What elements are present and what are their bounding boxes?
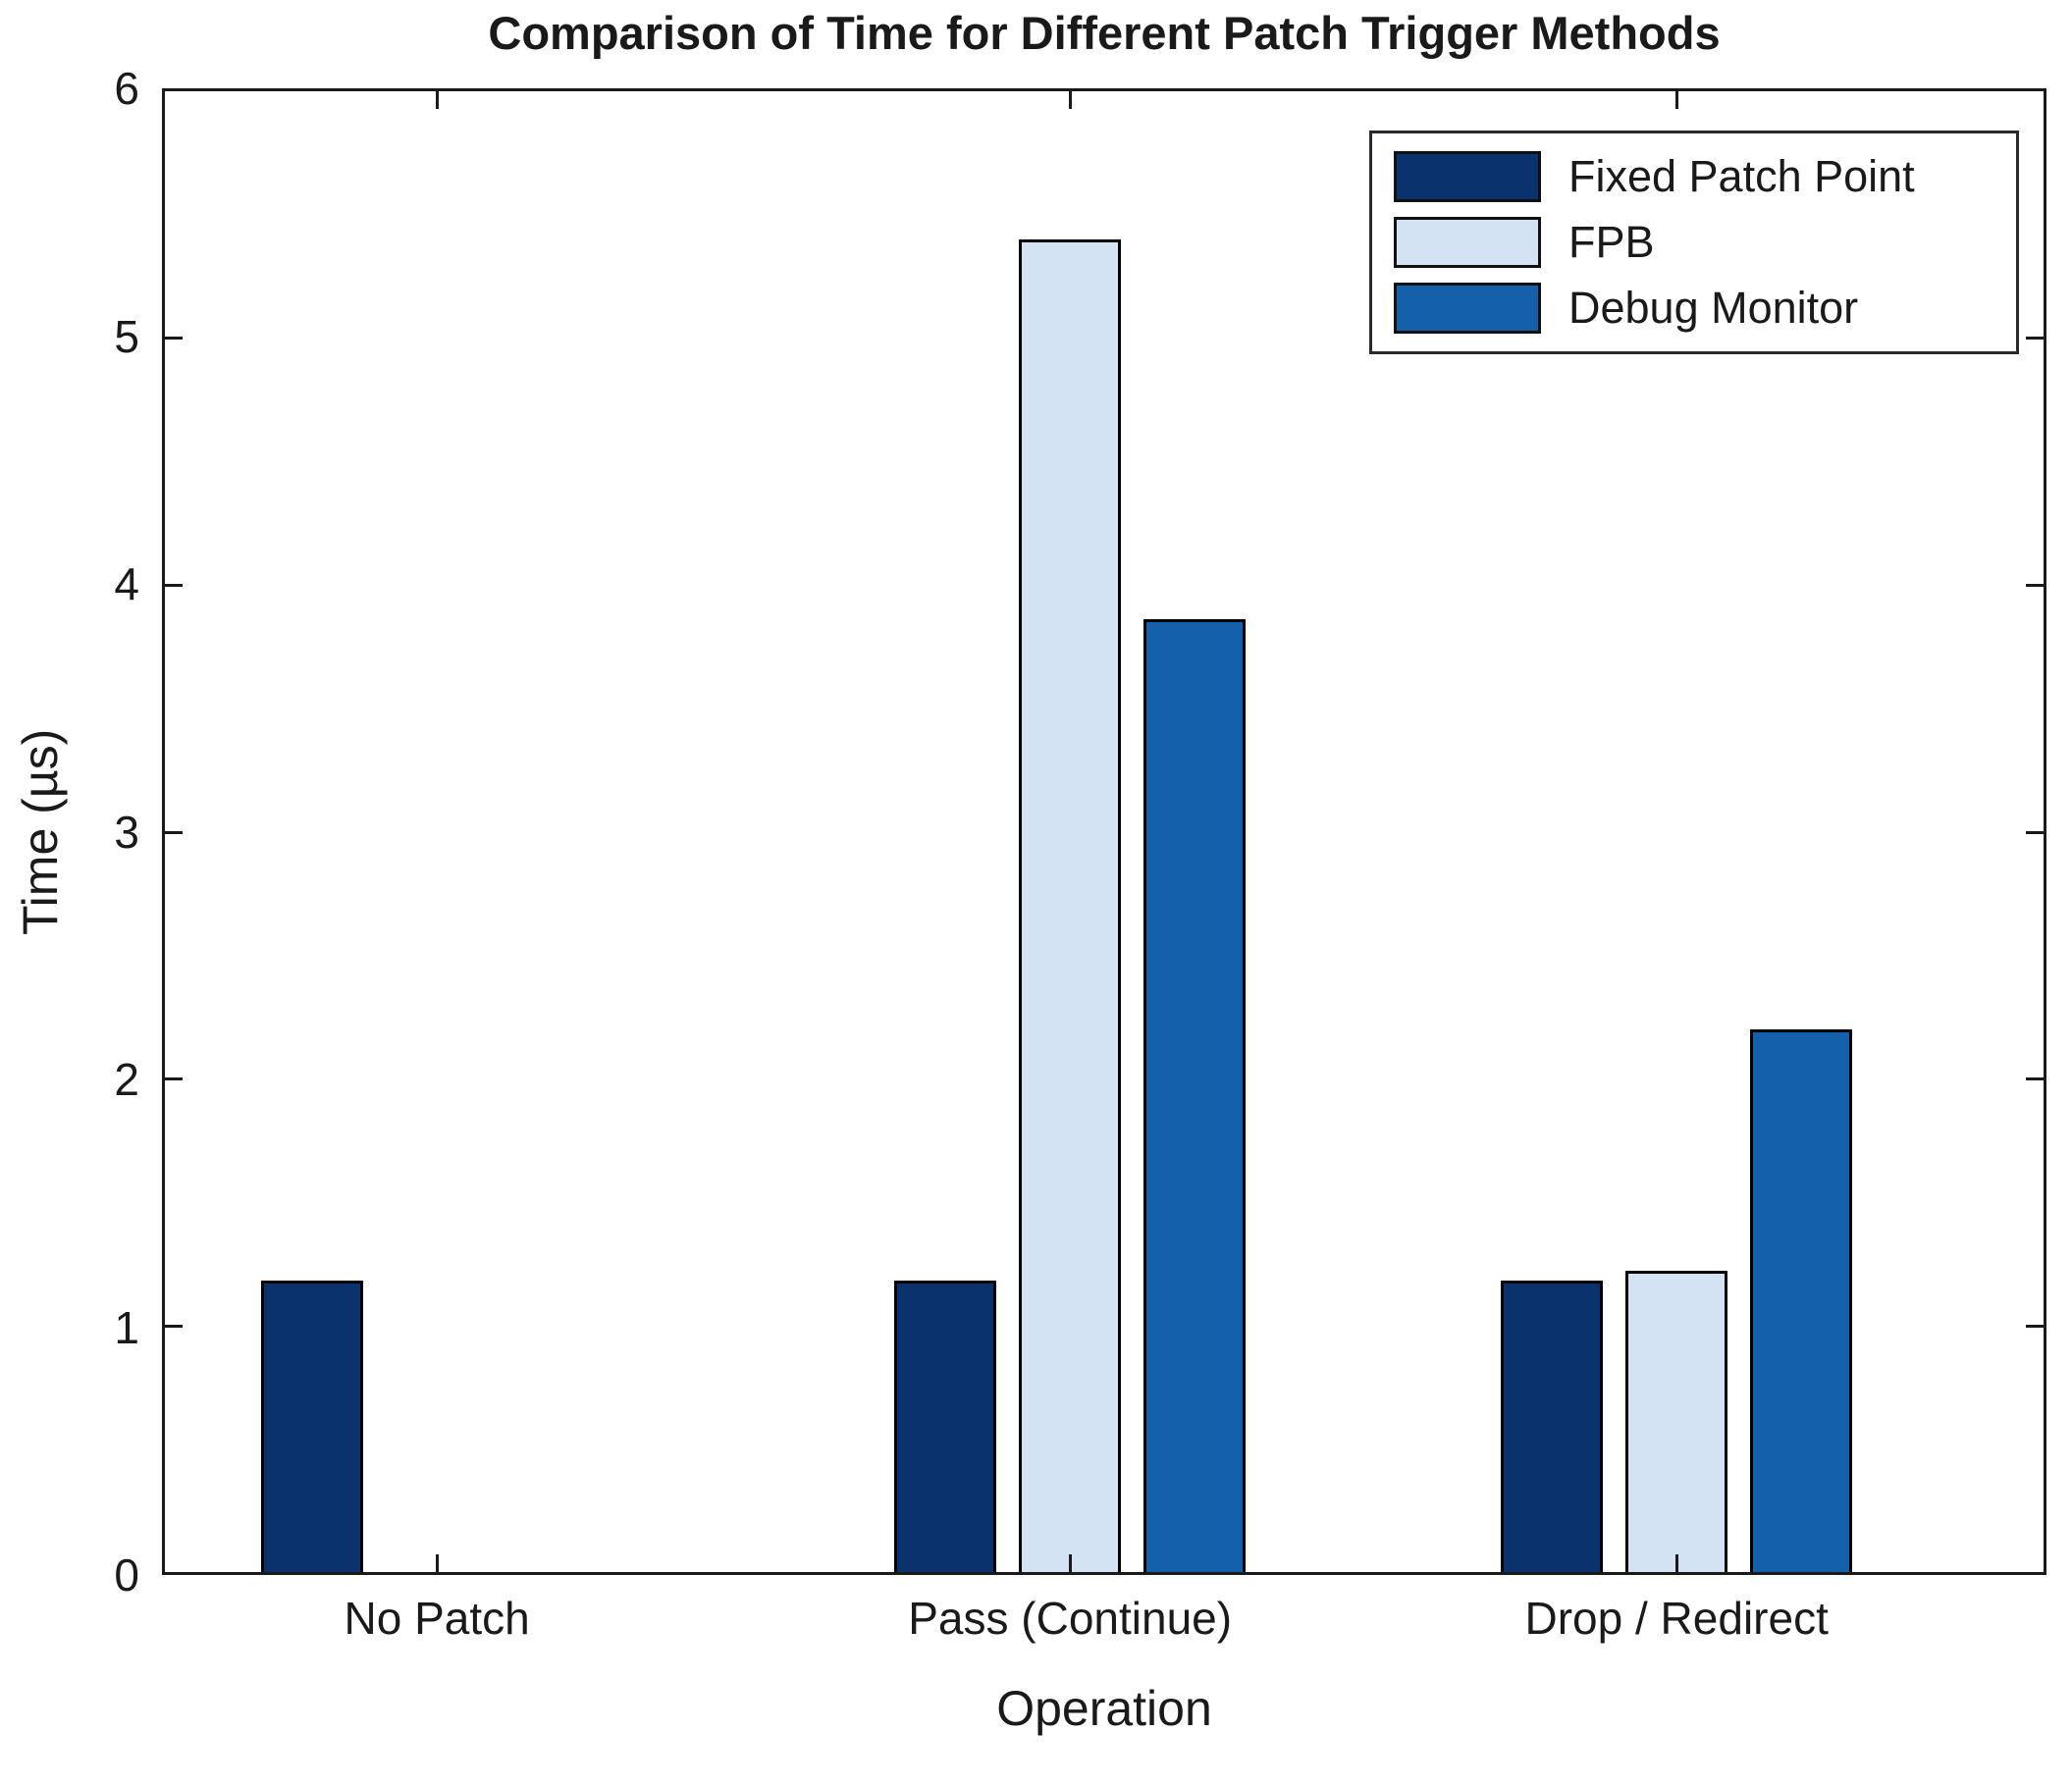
y-tick-label-6: 6: [114, 63, 139, 114]
bar-fixed-patch-point-no-patch: [261, 1281, 364, 1572]
bar-fpb-pass-continue: [1019, 239, 1122, 1572]
chart-title: Comparison of Time for Different Patch T…: [488, 7, 1721, 59]
legend-swatch-debug-monitor: [1394, 283, 1541, 335]
bar-fixed-patch-point-pass-continue: [894, 1281, 997, 1572]
legend-swatch-fixed-patch-point: [1394, 150, 1541, 202]
bar-fpb-drop-redirect: [1625, 1271, 1728, 1572]
bar-fixed-patch-point-drop-redirect: [1501, 1281, 1604, 1572]
legend-entry-fixed-patch-point: Fixed Patch Point: [1394, 150, 1994, 202]
y-tick-label-0: 0: [114, 1549, 139, 1600]
x-tick-top-drop-redirect: [1675, 91, 1678, 109]
y-tick-label-4: 4: [114, 558, 139, 609]
y-tick-right-2: [2026, 1077, 2044, 1080]
x-tick-label-drop-redirect: Drop / Redirect: [1524, 1593, 1829, 1644]
y-tick-left-1: [165, 1325, 183, 1328]
x-axis-label: Operation: [996, 1681, 1212, 1736]
bar-debug-monitor-pass-continue: [1143, 619, 1247, 1572]
legend-label-fixed-patch-point: Fixed Patch Point: [1568, 150, 1915, 201]
y-tick-label-2: 2: [114, 1054, 139, 1105]
legend-label-fpb: FPB: [1568, 216, 1655, 267]
legend-label-debug-monitor: Debug Monitor: [1568, 283, 1859, 334]
x-tick-top-no-patch: [436, 91, 439, 109]
x-tick-label-no-patch: No Patch: [344, 1593, 530, 1644]
x-tick-bottom-no-patch: [436, 1554, 439, 1572]
y-tick-label-1: 1: [114, 1301, 139, 1353]
y-tick-label-5: 5: [114, 310, 139, 362]
legend-entry-fpb: FPB: [1394, 216, 1994, 268]
y-tick-left-4: [165, 584, 183, 587]
y-tick-right-1: [2026, 1325, 2044, 1328]
y-tick-right-3: [2026, 831, 2044, 834]
legend-entry-debug-monitor: Debug Monitor: [1394, 283, 1994, 335]
bar-debug-monitor-drop-redirect: [1750, 1029, 1853, 1572]
legend-swatch-fpb: [1394, 216, 1541, 268]
x-tick-bottom-pass-continue: [1069, 1554, 1072, 1572]
y-tick-right-5: [2026, 337, 2044, 340]
legend: Fixed Patch Point FPB Debug Monitor: [1369, 131, 2019, 354]
y-tick-right-4: [2026, 584, 2044, 587]
y-tick-left-5: [165, 337, 183, 340]
x-tick-label-pass-continue: Pass (Continue): [908, 1593, 1233, 1644]
x-tick-top-pass-continue: [1069, 91, 1072, 109]
y-tick-left-3: [165, 831, 183, 834]
y-tick-left-2: [165, 1077, 183, 1080]
y-tick-label-3: 3: [114, 806, 139, 858]
x-tick-bottom-drop-redirect: [1675, 1554, 1678, 1572]
